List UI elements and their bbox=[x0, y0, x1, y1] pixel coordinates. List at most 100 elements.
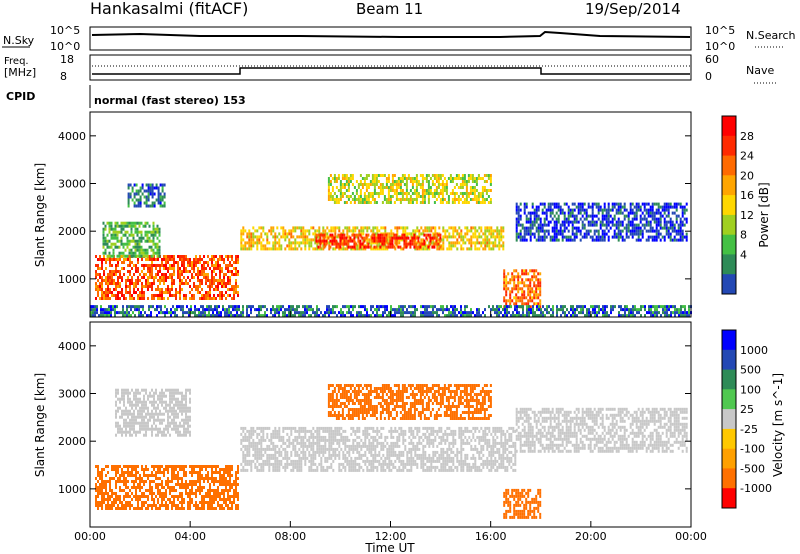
scatter-cell-2 bbox=[135, 192, 138, 196]
scatter-cell-7 bbox=[589, 229, 592, 233]
scatter-cell-3 bbox=[314, 232, 317, 236]
scatter-cell-3 bbox=[242, 232, 245, 236]
scatter-cell-8 bbox=[352, 314, 354, 318]
scatter-cell-5 bbox=[339, 192, 342, 195]
scatter-cell-5 bbox=[395, 189, 398, 192]
scatter-cell-1 bbox=[139, 409, 141, 413]
scatter-cell-3 bbox=[374, 226, 377, 230]
scatter-cell-8 bbox=[516, 308, 518, 312]
scatter-cell-7 bbox=[643, 223, 646, 227]
scatter-cell-0 bbox=[181, 483, 183, 486]
scatter-cell-7 bbox=[621, 238, 624, 242]
scatter-cell-7 bbox=[629, 202, 632, 206]
scatter-cell-6 bbox=[529, 269, 532, 273]
scatter-cell-3 bbox=[458, 232, 461, 236]
scatter-cell-4 bbox=[413, 239, 416, 243]
scatter-cell-7 bbox=[531, 223, 534, 227]
scatter-cell-0 bbox=[141, 480, 143, 483]
scatter-cell-7 bbox=[677, 229, 680, 233]
scatter-cell-0 bbox=[171, 507, 173, 510]
scatter-cell-0 bbox=[217, 489, 219, 492]
scatter-cell-8 bbox=[102, 314, 104, 318]
scatter-cell-0 bbox=[205, 492, 207, 495]
scatter-cell-7 bbox=[615, 232, 618, 236]
scatter-cell-8 bbox=[640, 305, 642, 309]
scatter-cell-6 bbox=[529, 284, 532, 288]
scatter-cell-7 bbox=[563, 220, 566, 224]
scatter-cell-1 bbox=[156, 245, 159, 249]
scatter-cell-7 bbox=[521, 235, 524, 239]
scatter-cell-0 bbox=[153, 297, 155, 300]
scatter-cell-4 bbox=[413, 245, 416, 249]
scatter-cell-8 bbox=[120, 311, 122, 315]
scatter-cell-5 bbox=[469, 192, 472, 195]
scatter-cell-0 bbox=[171, 255, 173, 258]
scatter-cell-7 bbox=[655, 217, 658, 221]
scatter-cell-7 bbox=[601, 217, 604, 221]
scatter-cell-3 bbox=[256, 241, 259, 245]
scatter-cell-6 bbox=[511, 287, 514, 291]
scatter-cell-0 bbox=[105, 474, 107, 477]
scatter-cell-0 bbox=[107, 285, 109, 288]
scatter-cell-3 bbox=[328, 247, 331, 251]
scatter-cell-7 bbox=[523, 226, 526, 230]
scatter-cell-0 bbox=[175, 504, 177, 507]
scatter-cell-8 bbox=[534, 311, 536, 315]
scatter-cell-8 bbox=[334, 311, 336, 315]
scatter-cell-6 bbox=[503, 281, 506, 285]
scatter-cell-3 bbox=[464, 235, 467, 239]
scatter-cell-0 bbox=[149, 489, 151, 492]
scatter-cell-7 bbox=[545, 211, 548, 215]
scatter-cell-3 bbox=[466, 229, 469, 233]
scatter-cell-8 bbox=[640, 314, 642, 318]
scatter-cell-0 bbox=[101, 297, 103, 300]
scatter-cell-0 bbox=[181, 273, 183, 276]
scatter-cell-3 bbox=[376, 229, 379, 233]
scatter-cell-5 bbox=[421, 177, 424, 180]
scatter-cell-0 bbox=[143, 264, 145, 267]
scatter-cell-7 bbox=[631, 232, 634, 236]
scatter-cell-3 bbox=[456, 238, 459, 242]
scatter-cell-2 bbox=[133, 192, 136, 196]
scatter-cell-7 bbox=[659, 238, 662, 242]
scatter-cell-3 bbox=[484, 247, 487, 251]
scatter-cell-7 bbox=[545, 208, 548, 212]
scatter-cell-0 bbox=[173, 465, 175, 468]
scatter-cell-5 bbox=[415, 183, 418, 186]
scatter-cell-8 bbox=[92, 314, 94, 318]
scatter-cell-5 bbox=[457, 174, 460, 177]
scatter-cell-3 bbox=[458, 241, 461, 245]
scatter-cell-0 bbox=[133, 288, 135, 291]
scatter-cell-5 bbox=[457, 186, 460, 189]
scatter-cell-0 bbox=[137, 471, 139, 474]
scatter-cell-1 bbox=[143, 403, 145, 407]
scatter-cell-6 bbox=[515, 293, 518, 297]
scatter-cell-6 bbox=[537, 296, 540, 300]
scatter-cell-8 bbox=[604, 305, 606, 309]
scatter-cell-8 bbox=[448, 311, 450, 315]
scatter-cell-1 bbox=[152, 242, 155, 246]
scatter-cell-5 bbox=[331, 186, 334, 189]
scatter-cell-7 bbox=[591, 238, 594, 242]
scatter-cell-4 bbox=[351, 233, 354, 237]
scatter-cell-0 bbox=[95, 285, 97, 288]
scatter-cell-3 bbox=[294, 247, 297, 251]
scatter-cell-0 bbox=[163, 267, 165, 270]
scatter-cell-1 bbox=[121, 433, 123, 437]
scatter-cell-0 bbox=[121, 294, 123, 297]
scatter-cell-1 bbox=[127, 394, 129, 398]
scatter-cell-7 bbox=[667, 208, 670, 212]
scatter-cell-8 bbox=[366, 308, 368, 312]
scatter-cell-5 bbox=[373, 177, 376, 180]
scatter-cell-4 bbox=[329, 233, 332, 237]
scatter-cell-1 bbox=[145, 430, 147, 434]
scatter-cell-7 bbox=[533, 220, 536, 224]
scatter-cell-5 bbox=[487, 177, 490, 180]
scatter-cell-3 bbox=[302, 238, 305, 242]
scatter-cell-0 bbox=[207, 507, 209, 510]
scatter-cell-0 bbox=[213, 480, 215, 483]
scatter-cell-3 bbox=[306, 235, 309, 239]
scatter-cell-3 bbox=[394, 226, 397, 230]
scatter-cell-0 bbox=[141, 495, 143, 498]
